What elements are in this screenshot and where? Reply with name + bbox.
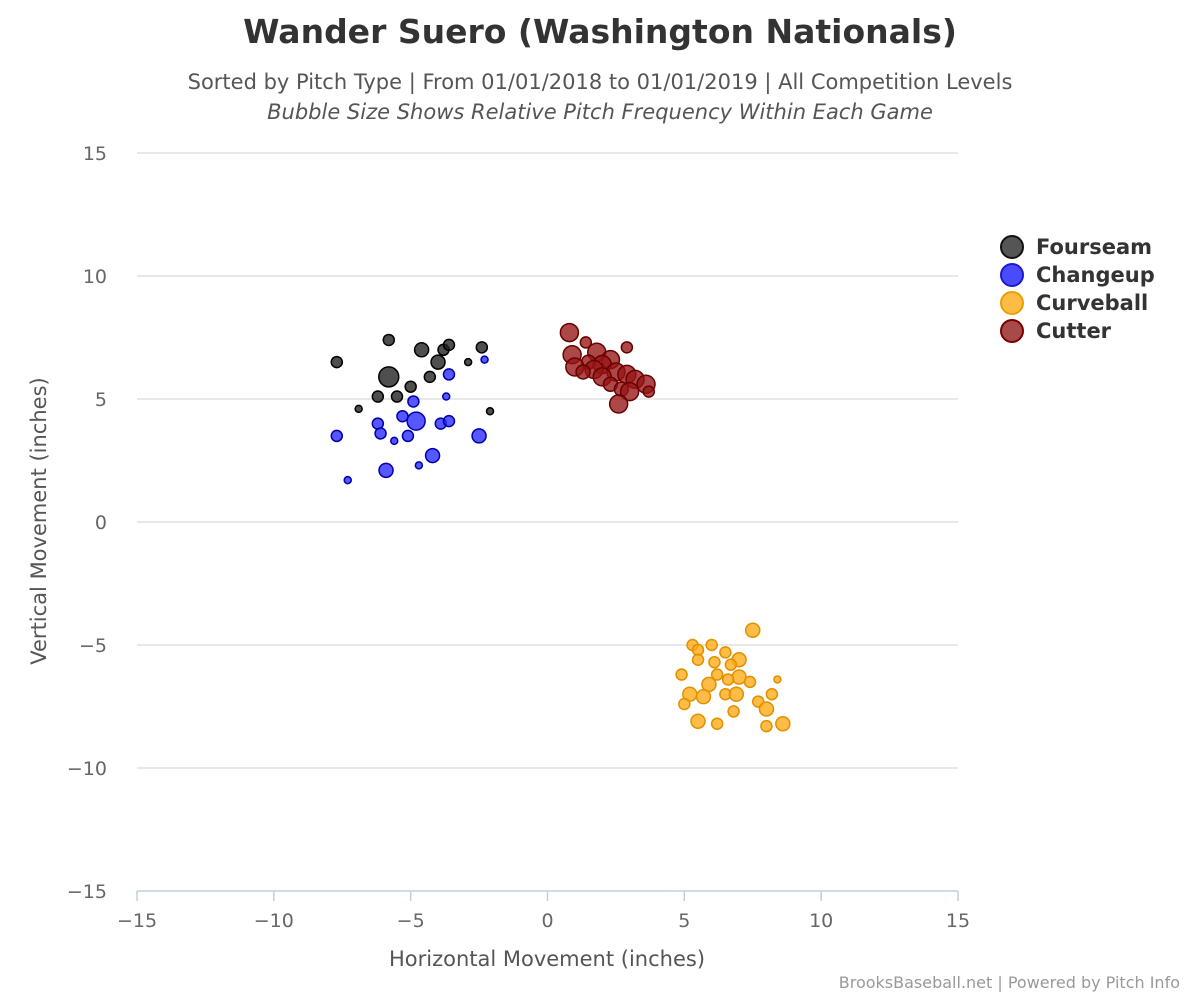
data-point-fourseam[interactable]: [371, 390, 385, 403]
legend-label: Fourseam: [1036, 235, 1153, 259]
chart-subtitle-note: Bubble Size Shows Relative Pitch Frequen…: [267, 100, 933, 124]
y-tick-label: −5: [79, 635, 107, 657]
data-point-curveball[interactable]: [675, 668, 688, 681]
grid-lines: [137, 152, 958, 769]
data-point-fourseam[interactable]: [382, 333, 396, 347]
data-point-changeup[interactable]: [378, 462, 394, 479]
y-tick-label: −10: [67, 758, 107, 780]
data-point-changeup[interactable]: [389, 436, 399, 446]
y-tick-label: 5: [95, 389, 107, 411]
data-point-changeup[interactable]: [480, 355, 489, 364]
x-tick-label: 5: [678, 910, 690, 932]
data-point-fourseam[interactable]: [404, 380, 417, 393]
data-point-fourseam[interactable]: [430, 354, 446, 370]
y-tick-label: 10: [83, 266, 107, 288]
legend-marker-curveball: [1000, 291, 1024, 315]
chart-title: Wander Suero (Washington Nationals): [243, 12, 957, 51]
data-point-changeup[interactable]: [441, 392, 451, 401]
data-points: [330, 322, 791, 733]
data-point-fourseam[interactable]: [485, 407, 495, 416]
data-point-curveball[interactable]: [775, 715, 791, 732]
data-point-curveball[interactable]: [765, 687, 779, 701]
data-point-cutter[interactable]: [559, 322, 580, 343]
data-point-changeup[interactable]: [401, 429, 415, 443]
data-point-fourseam[interactable]: [413, 342, 430, 358]
data-point-curveball[interactable]: [773, 675, 782, 684]
data-point-curveball[interactable]: [758, 701, 775, 717]
y-tick-label: 15: [83, 143, 107, 165]
credits-text[interactable]: BrooksBaseball.net | Powered by Pitch In…: [838, 973, 1180, 992]
x-tick-label: −10: [254, 910, 294, 932]
legend-marker-fourseam: [1000, 235, 1024, 259]
data-point-changeup[interactable]: [414, 461, 424, 470]
data-point-curveball[interactable]: [745, 622, 761, 638]
data-point-changeup[interactable]: [330, 429, 344, 443]
data-point-changeup[interactable]: [442, 414, 456, 428]
x-axis-label: Horizontal Movement (inches): [389, 947, 705, 971]
data-point-changeup[interactable]: [374, 427, 387, 440]
legend-marker-changeup: [1000, 263, 1024, 287]
x-tick-label: 0: [541, 910, 553, 932]
y-tick-label: 0: [95, 512, 107, 534]
data-point-curveball[interactable]: [708, 655, 721, 669]
data-point-curveball[interactable]: [705, 638, 718, 652]
data-point-cutter[interactable]: [608, 394, 629, 414]
data-point-curveball[interactable]: [695, 688, 712, 705]
x-tick-label: 15: [946, 910, 970, 932]
data-point-cutter[interactable]: [575, 364, 591, 380]
data-point-curveball[interactable]: [678, 697, 691, 711]
data-point-fourseam[interactable]: [378, 366, 400, 388]
data-point-changeup[interactable]: [406, 411, 426, 431]
data-point-fourseam[interactable]: [463, 357, 473, 367]
axes: −15 −10 −5 0 5 10 15 −15 −10 −5 0 5 10 15: [67, 143, 970, 932]
data-point-changeup[interactable]: [471, 428, 487, 444]
legend-marker-cutter: [1000, 319, 1024, 343]
legend-item-fourseam[interactable]: Fourseam: [1000, 233, 1155, 261]
y-tick-label: −15: [67, 881, 107, 903]
y-axis-label: Vertical Movement (inches): [27, 377, 51, 664]
chart-subtitle: Sorted by Pitch Type | From 01/01/2018 t…: [187, 70, 1013, 94]
x-tick-label: 10: [809, 910, 833, 932]
data-point-curveball[interactable]: [760, 719, 773, 733]
data-point-changeup[interactable]: [407, 395, 420, 408]
data-point-fourseam[interactable]: [354, 404, 363, 414]
data-point-curveball[interactable]: [743, 675, 757, 689]
legend: Fourseam Changeup Curveball Cutter: [1000, 233, 1155, 345]
data-point-cutter[interactable]: [579, 336, 593, 349]
data-point-changeup[interactable]: [343, 475, 352, 485]
data-point-changeup[interactable]: [442, 368, 456, 381]
legend-label: Changeup: [1036, 263, 1155, 287]
data-point-curveball[interactable]: [690, 713, 706, 730]
legend-label: Cutter: [1036, 319, 1112, 343]
data-point-fourseam[interactable]: [330, 355, 344, 369]
data-point-curveball[interactable]: [724, 658, 738, 671]
data-point-curveball[interactable]: [721, 673, 735, 686]
data-point-fourseam[interactable]: [475, 341, 489, 354]
data-point-cutter[interactable]: [619, 381, 640, 402]
data-point-curveball[interactable]: [691, 653, 705, 667]
data-point-curveball[interactable]: [727, 705, 740, 718]
data-point-curveball[interactable]: [728, 686, 745, 702]
data-point-cutter[interactable]: [620, 341, 634, 354]
x-tick-label: −5: [397, 910, 425, 932]
data-point-fourseam[interactable]: [442, 338, 456, 352]
legend-item-curveball[interactable]: Curveball: [1000, 289, 1155, 317]
legend-item-cutter[interactable]: Cutter: [1000, 317, 1155, 345]
data-point-changeup[interactable]: [424, 447, 441, 464]
data-point-changeup[interactable]: [396, 409, 409, 423]
x-tick-label: −15: [117, 910, 157, 932]
data-point-curveball[interactable]: [710, 668, 724, 681]
legend-item-changeup[interactable]: Changeup: [1000, 261, 1155, 289]
data-point-curveball[interactable]: [710, 717, 724, 730]
data-point-curveball[interactable]: [719, 646, 732, 659]
legend-label: Curveball: [1036, 291, 1149, 315]
data-point-cutter[interactable]: [642, 385, 656, 398]
data-point-fourseam[interactable]: [423, 370, 437, 384]
data-point-fourseam[interactable]: [390, 390, 404, 403]
